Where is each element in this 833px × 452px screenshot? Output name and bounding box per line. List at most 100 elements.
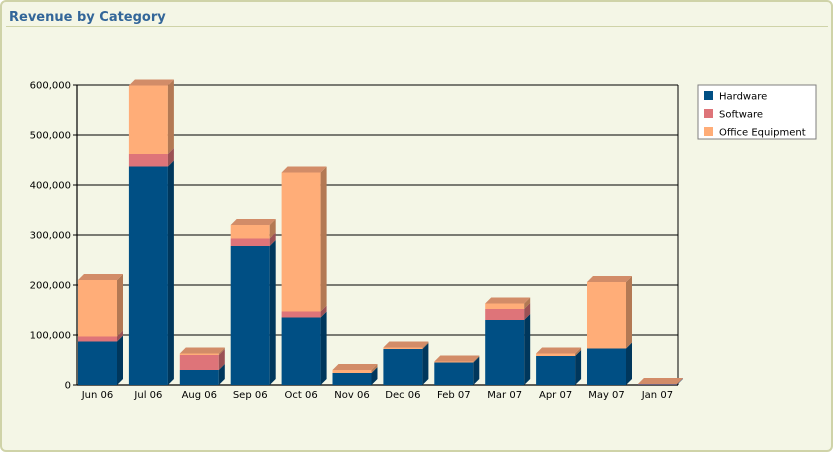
bar-segment-side — [167, 79, 174, 154]
bar-segment — [536, 353, 576, 356]
bar-top — [637, 378, 683, 384]
bar-segment — [383, 347, 423, 349]
x-tick-label: Dec 06 — [385, 390, 420, 401]
bar-segment — [332, 373, 372, 385]
x-tick-label: Oct 06 — [284, 390, 317, 401]
bar-segment — [179, 353, 219, 355]
bar-segment-side — [626, 342, 632, 385]
bar-segment-side — [117, 330, 123, 342]
bar-segment-side — [117, 274, 123, 337]
x-tick-label: Jan 07 — [641, 390, 673, 401]
bar-segment — [281, 311, 321, 318]
bar-top — [179, 347, 225, 354]
bar-segment-side — [524, 303, 531, 320]
bar-segment-side — [524, 297, 531, 309]
x-tick-label: May 07 — [588, 390, 625, 401]
x-tick-label: Apr 07 — [539, 390, 572, 401]
bar-top — [587, 276, 632, 282]
x-tick-label: Sep 06 — [233, 390, 268, 401]
bar-segment — [230, 246, 270, 385]
bar-segment-side — [371, 364, 378, 373]
x-tick-label: Aug 06 — [182, 390, 217, 401]
legend-swatch — [704, 127, 713, 136]
bar-segment-side — [676, 378, 683, 385]
bar-top — [536, 347, 582, 354]
bar-segment — [332, 370, 372, 373]
bar-segment-side — [473, 355, 480, 363]
bar-segment — [485, 303, 525, 309]
bar-segment-side — [117, 335, 123, 385]
bar-segment-side — [575, 350, 582, 385]
legend-label: Hardware — [719, 92, 767, 103]
bar-segment-side — [626, 276, 632, 349]
bar-segment-side — [269, 232, 276, 246]
bar-segment — [434, 361, 474, 363]
legend-label: Software — [719, 110, 763, 121]
bar-top — [78, 274, 123, 280]
bar-top — [230, 219, 276, 225]
bar-segment — [230, 238, 270, 246]
bar-segment — [78, 336, 117, 342]
bar-top — [383, 341, 429, 348]
x-tick-label: Nov 06 — [334, 390, 369, 401]
bar-segment — [485, 320, 525, 385]
bar-top — [281, 166, 327, 173]
bar-segment-side — [320, 305, 327, 318]
y-tick-label: 0 — [65, 381, 71, 392]
bar-segment — [637, 384, 677, 385]
bar-segment — [485, 309, 525, 320]
legend-swatch — [704, 109, 713, 118]
bar-segment — [78, 341, 117, 385]
bar-segment-side — [422, 341, 429, 349]
bar-segment-side — [167, 160, 174, 385]
bar-segment — [536, 356, 576, 385]
panel-title: Revenue by Category — [9, 10, 166, 25]
title-divider — [6, 26, 828, 27]
bar-segment-side — [320, 311, 327, 385]
legend-swatch — [704, 91, 713, 100]
bar-segment — [78, 280, 117, 337]
y-tick-label: 300,000 — [30, 231, 71, 242]
bar-segment — [587, 282, 626, 349]
bar-segment-side — [218, 349, 225, 370]
x-tick-label: Mar 07 — [487, 390, 522, 401]
bar-segment — [128, 85, 168, 154]
bar-segment — [587, 348, 626, 385]
bar-segment — [230, 225, 270, 239]
bar-segment — [281, 172, 321, 312]
legend-box — [697, 84, 817, 140]
bar-segment — [434, 362, 474, 385]
bar-segment-side — [473, 356, 480, 385]
bar-segment — [383, 349, 423, 385]
x-tick-label: Jun 06 — [81, 390, 114, 401]
x-tick-label: Feb 07 — [437, 390, 471, 401]
bar-segment-side — [422, 343, 429, 385]
bar-segment-side — [218, 347, 225, 355]
bar-top — [485, 297, 531, 304]
bar-segment — [128, 154, 168, 167]
bar-segment-side — [575, 347, 582, 356]
bar-top — [128, 79, 174, 86]
bar-segment-side — [218, 364, 225, 385]
bar-segment — [179, 370, 219, 385]
y-tick-label: 400,000 — [30, 181, 71, 192]
bar-segment — [128, 166, 168, 385]
bar-segment-side — [167, 148, 174, 167]
bar-top — [332, 364, 378, 370]
bar-segment — [637, 384, 677, 385]
bar-segment-side — [269, 219, 276, 239]
bar-segment-side — [269, 240, 276, 385]
bar-segment-side — [676, 378, 683, 385]
bar-segment — [179, 355, 219, 370]
bar-segment — [281, 317, 321, 385]
x-tick-label: Jul 06 — [133, 390, 162, 401]
y-tick-label: 100,000 — [30, 331, 71, 342]
bar-segment-side — [320, 166, 327, 312]
y-tick-label: 600,000 — [30, 81, 71, 92]
legend-label: Office Equipment — [719, 128, 806, 139]
bar-top — [434, 355, 480, 362]
bar-segment-side — [524, 314, 531, 385]
y-tick-label: 200,000 — [30, 281, 71, 292]
y-tick-label: 500,000 — [30, 131, 71, 142]
